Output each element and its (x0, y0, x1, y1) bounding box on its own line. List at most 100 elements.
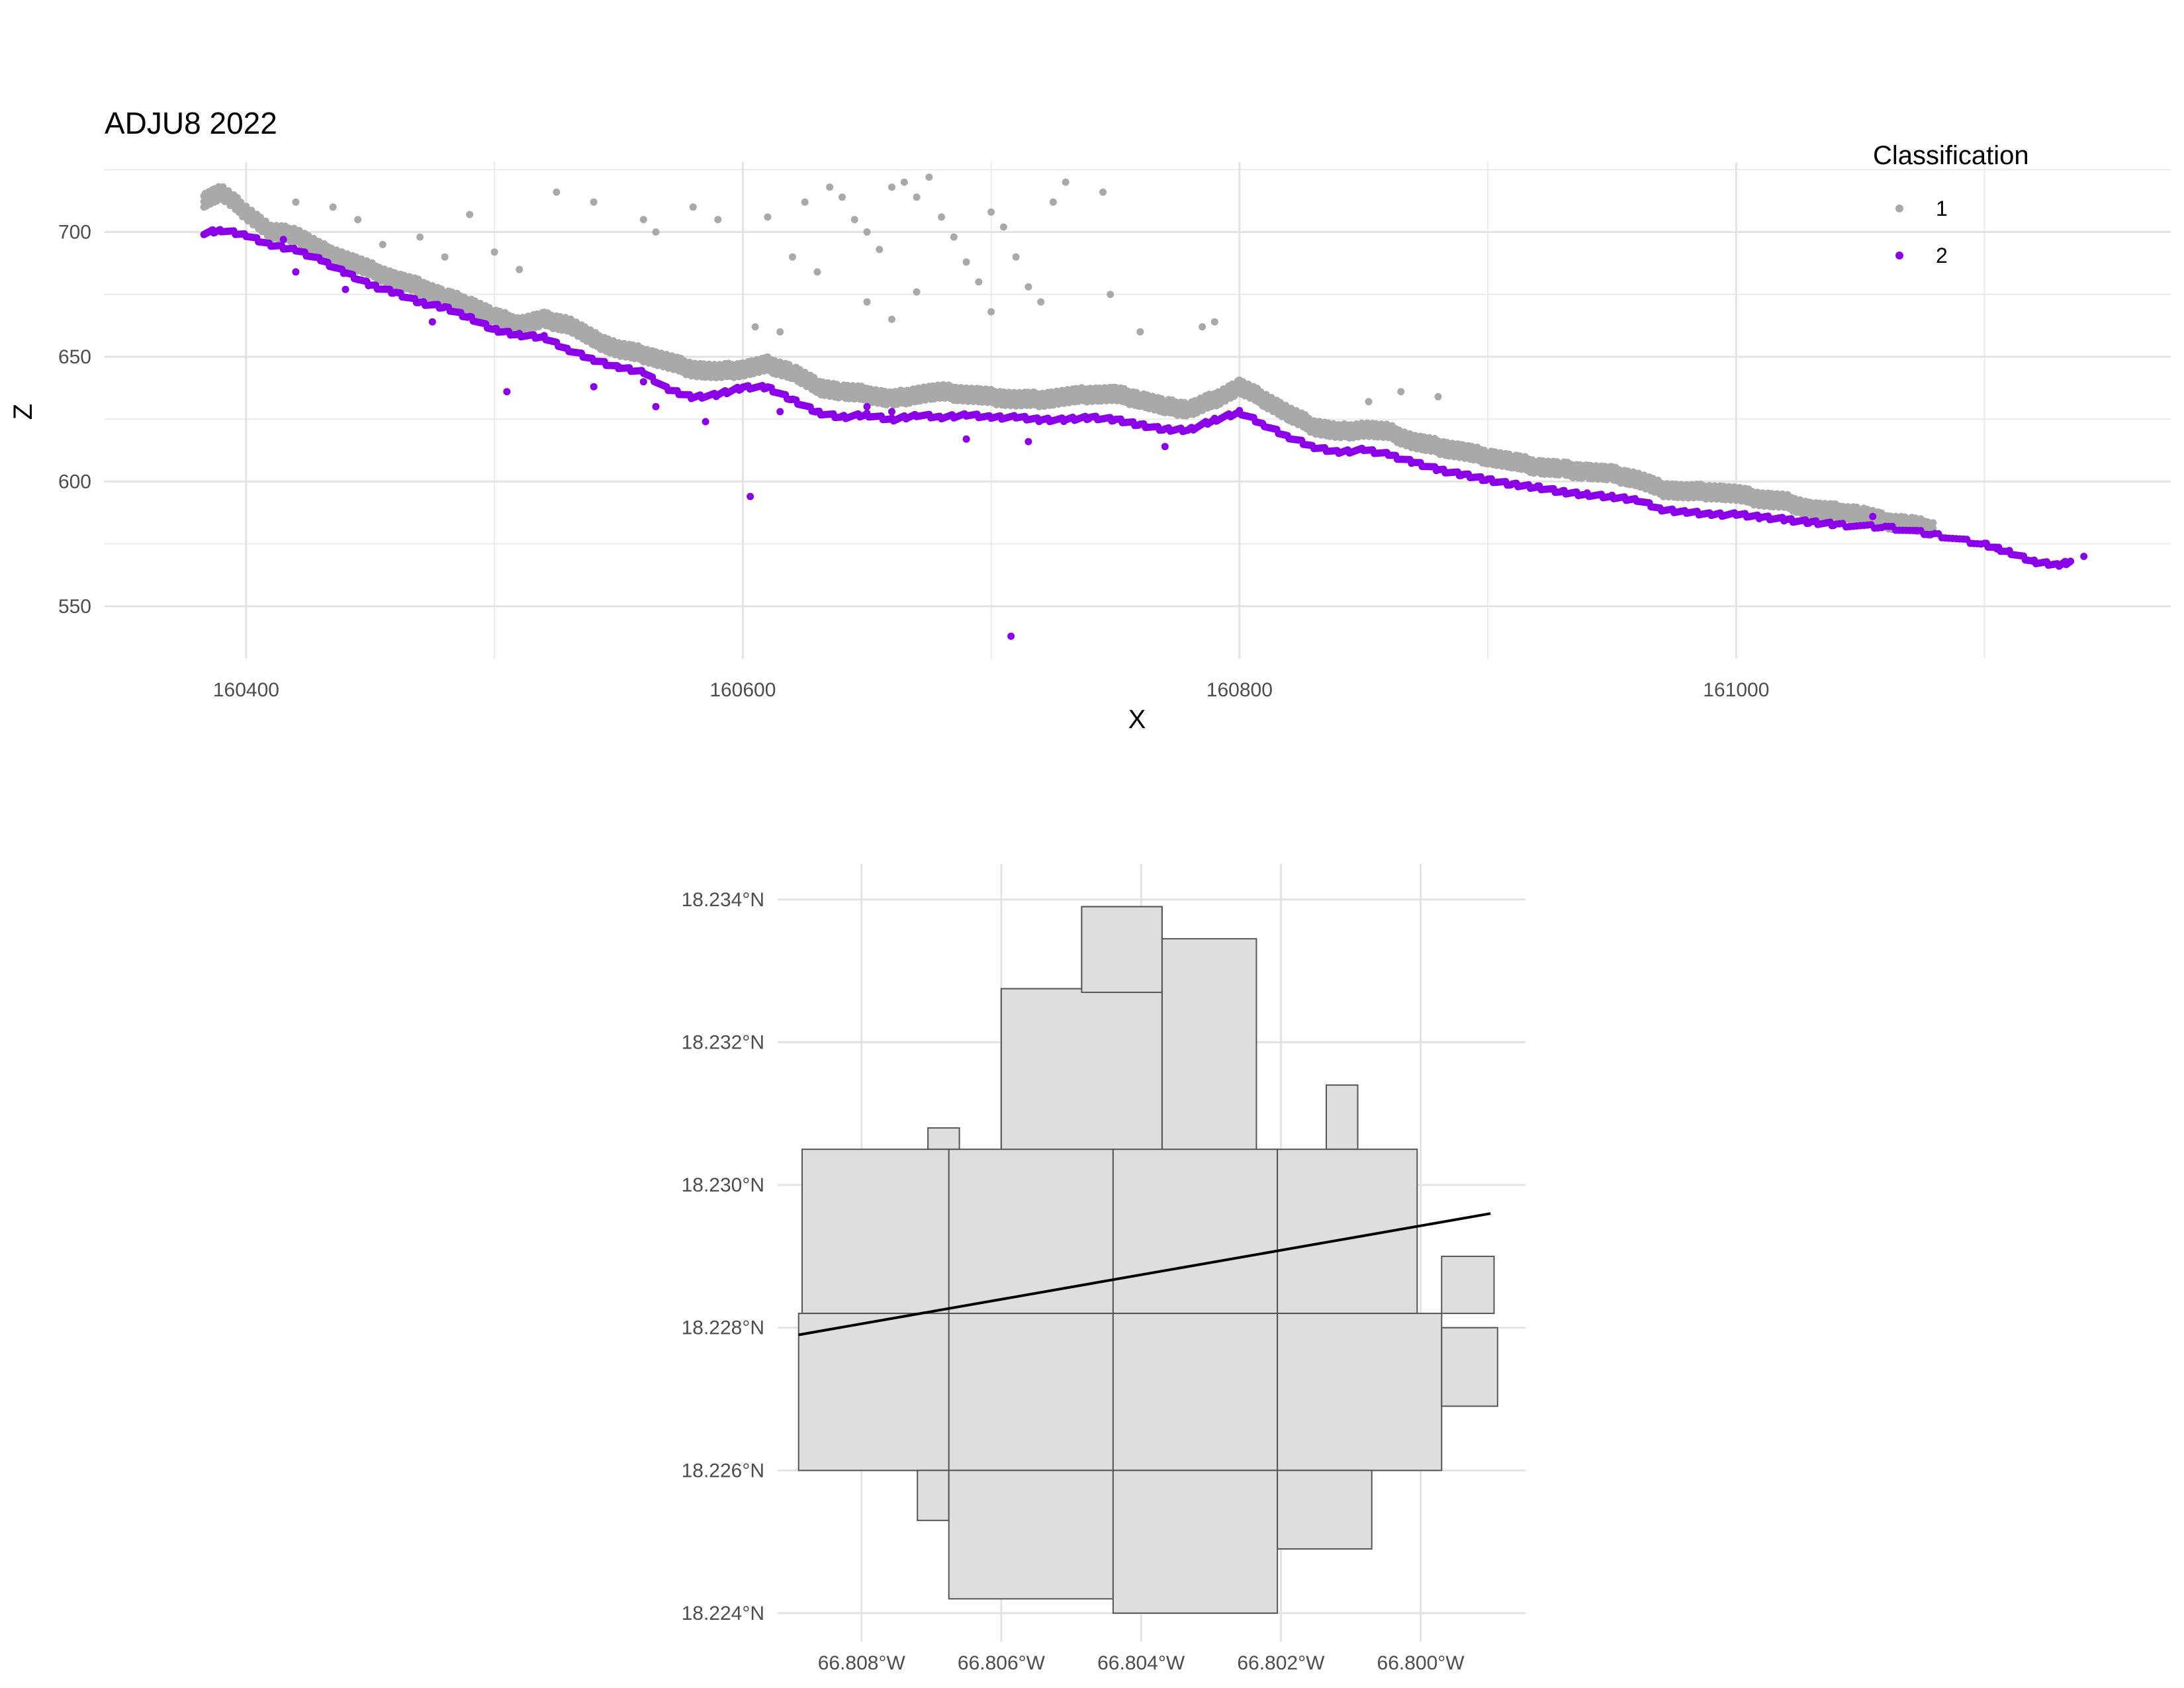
chart-title: ADJU8 2022 (105, 106, 277, 140)
point (2080, 553, 2088, 560)
legend: Classification 1 2 (1873, 141, 2029, 267)
lat-tick-label: 18.228°N (682, 1317, 764, 1339)
point (938, 213, 946, 221)
latitude-ticks: 18.224°N 18.226°N 18.228°N 18.230°N 18.232°N… (682, 889, 764, 1624)
map-tile (1112, 1149, 1279, 1315)
lon-tick-label: 66.800°W (1377, 1652, 1465, 1674)
y-tick-label: 600 (58, 471, 91, 492)
point (950, 233, 958, 241)
legend-key-2 (1895, 252, 1903, 259)
point (999, 223, 1007, 231)
point (1024, 438, 1032, 445)
y-axis-title: Z (9, 404, 38, 420)
point (1062, 178, 1069, 186)
point (2030, 557, 2038, 565)
point (987, 208, 995, 216)
point (466, 211, 474, 218)
point (354, 216, 362, 224)
point (416, 233, 424, 241)
point (747, 492, 754, 500)
map-tile (1326, 1084, 1359, 1150)
y-axis-ticks: 550 600 650 700 (58, 222, 91, 618)
point (714, 216, 722, 224)
point (652, 228, 660, 236)
point (826, 183, 834, 191)
point (987, 308, 995, 316)
point (1161, 443, 1169, 451)
point (788, 253, 796, 261)
point (1199, 323, 1206, 331)
point (813, 268, 821, 276)
grid (105, 162, 2171, 659)
map-tile (1441, 1255, 1495, 1315)
map-tiles (797, 906, 1498, 1614)
point (379, 240, 387, 248)
point (962, 258, 970, 266)
point (913, 288, 921, 296)
point (639, 216, 647, 224)
point (1136, 328, 1144, 336)
point (639, 378, 647, 386)
point (876, 246, 884, 254)
transect-segment (798, 1212, 1491, 1336)
point (962, 435, 970, 443)
lat-tick-label: 18.234°N (682, 889, 764, 911)
map-tile (927, 1127, 960, 1150)
point (850, 216, 858, 224)
point (776, 408, 784, 416)
x-tick-label: 160400 (213, 679, 279, 701)
point (1929, 519, 1937, 527)
point (279, 236, 287, 244)
legend-label-1: 1 (1936, 197, 1948, 220)
map-tile (917, 1470, 950, 1521)
point (925, 173, 933, 181)
point (801, 198, 809, 206)
transect-line (798, 1212, 1491, 1336)
point (590, 198, 598, 206)
point (863, 228, 871, 236)
map-tile (1112, 1313, 1279, 1472)
profile-scatter-chart: ADJU8 2022 160400 160600 160800 161000 550 6… (9, 106, 2171, 734)
point (751, 323, 759, 331)
point (1024, 283, 1032, 291)
point (776, 328, 784, 336)
lon-tick-label: 66.806°W (958, 1652, 1046, 1674)
point (1107, 291, 1115, 299)
point (1993, 545, 2001, 553)
map-tile (1277, 1313, 1443, 1472)
x-tick-label: 160600 (709, 679, 776, 701)
lon-tick-label: 66.808°W (818, 1652, 906, 1674)
point (292, 198, 300, 206)
point (329, 203, 337, 211)
point (888, 408, 895, 416)
point (503, 388, 511, 396)
point (1434, 393, 1442, 400)
lat-tick-label: 18.232°N (682, 1031, 764, 1053)
point (913, 193, 921, 201)
point (652, 402, 660, 410)
point (292, 268, 300, 276)
map-tile (1277, 1470, 1373, 1550)
map-tile (948, 1149, 1114, 1315)
x-tick-label: 160800 (1206, 679, 1273, 701)
map-tile (1161, 938, 1257, 1154)
point (553, 188, 561, 196)
map-tile (1000, 988, 1163, 1154)
point (1397, 388, 1405, 396)
point (490, 248, 498, 256)
point (1869, 512, 1877, 520)
point (888, 183, 895, 191)
lat-tick-label: 18.224°N (682, 1603, 764, 1624)
x-axis-title: X (1128, 705, 1146, 734)
y-tick-label: 550 (58, 596, 91, 618)
point (702, 418, 709, 426)
map-tile (948, 1470, 1114, 1600)
map-tile (1112, 1470, 1279, 1614)
point (1012, 253, 1020, 261)
lon-tick-label: 66.804°W (1097, 1652, 1185, 1674)
map-tile (1441, 1327, 1498, 1407)
legend-key-1 (1895, 205, 1903, 212)
point (900, 178, 908, 186)
legend-title: Classification (1873, 141, 2029, 170)
